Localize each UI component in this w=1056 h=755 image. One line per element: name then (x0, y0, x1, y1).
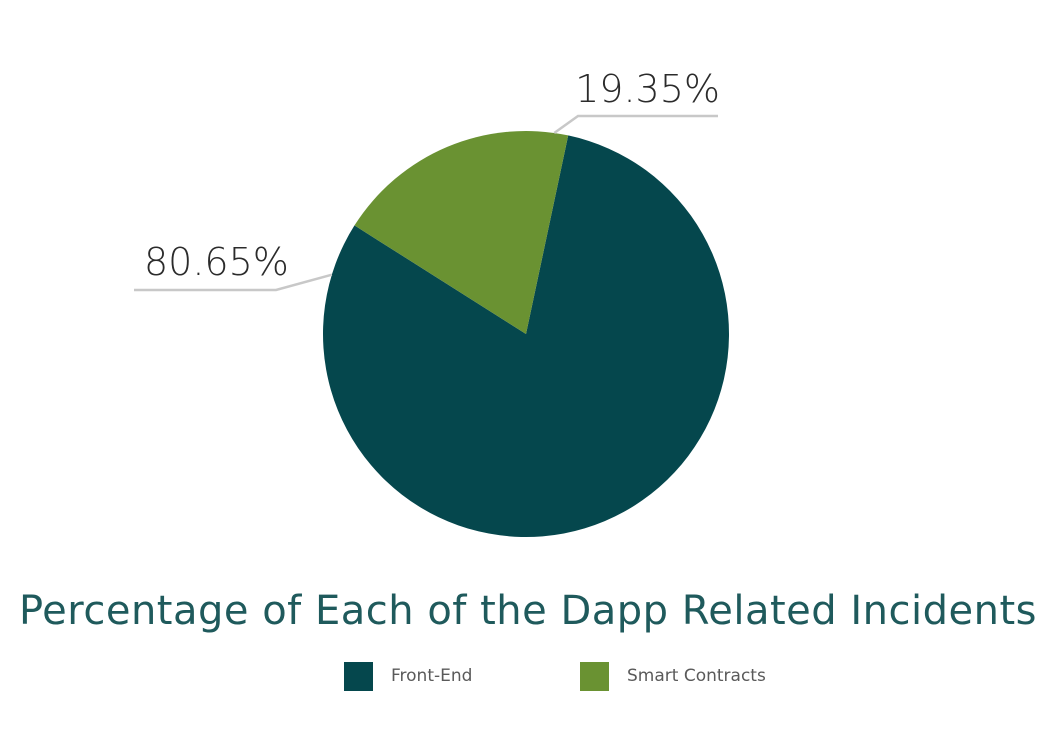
chart-title: Percentage of Each of the Dapp Related I… (18, 588, 1038, 634)
legend-item-smart-contracts: Smart Contracts (580, 660, 766, 692)
data-label-front-end: 80.65% (144, 240, 289, 284)
pie-plot-area: 80.65% 19.35% (134, 67, 730, 537)
leader-line-smart-contracts (553, 114, 718, 134)
leader-line-front-end (134, 273, 333, 292)
data-label-smart-contracts: 19.35% (575, 67, 720, 111)
legend-label-smart-contracts: Smart Contracts (627, 666, 766, 686)
legend-label-front-end: Front-End (391, 666, 473, 686)
legend-item-front-end: Front-End (344, 660, 472, 692)
legend: Front-End Smart Contracts (0, 660, 1056, 692)
legend-swatch-front-end (344, 661, 373, 691)
legend-swatch-smart-contracts (580, 661, 609, 691)
pie-slice-front-end (322, 135, 730, 537)
pie-slice-smart-contracts (354, 130, 569, 334)
